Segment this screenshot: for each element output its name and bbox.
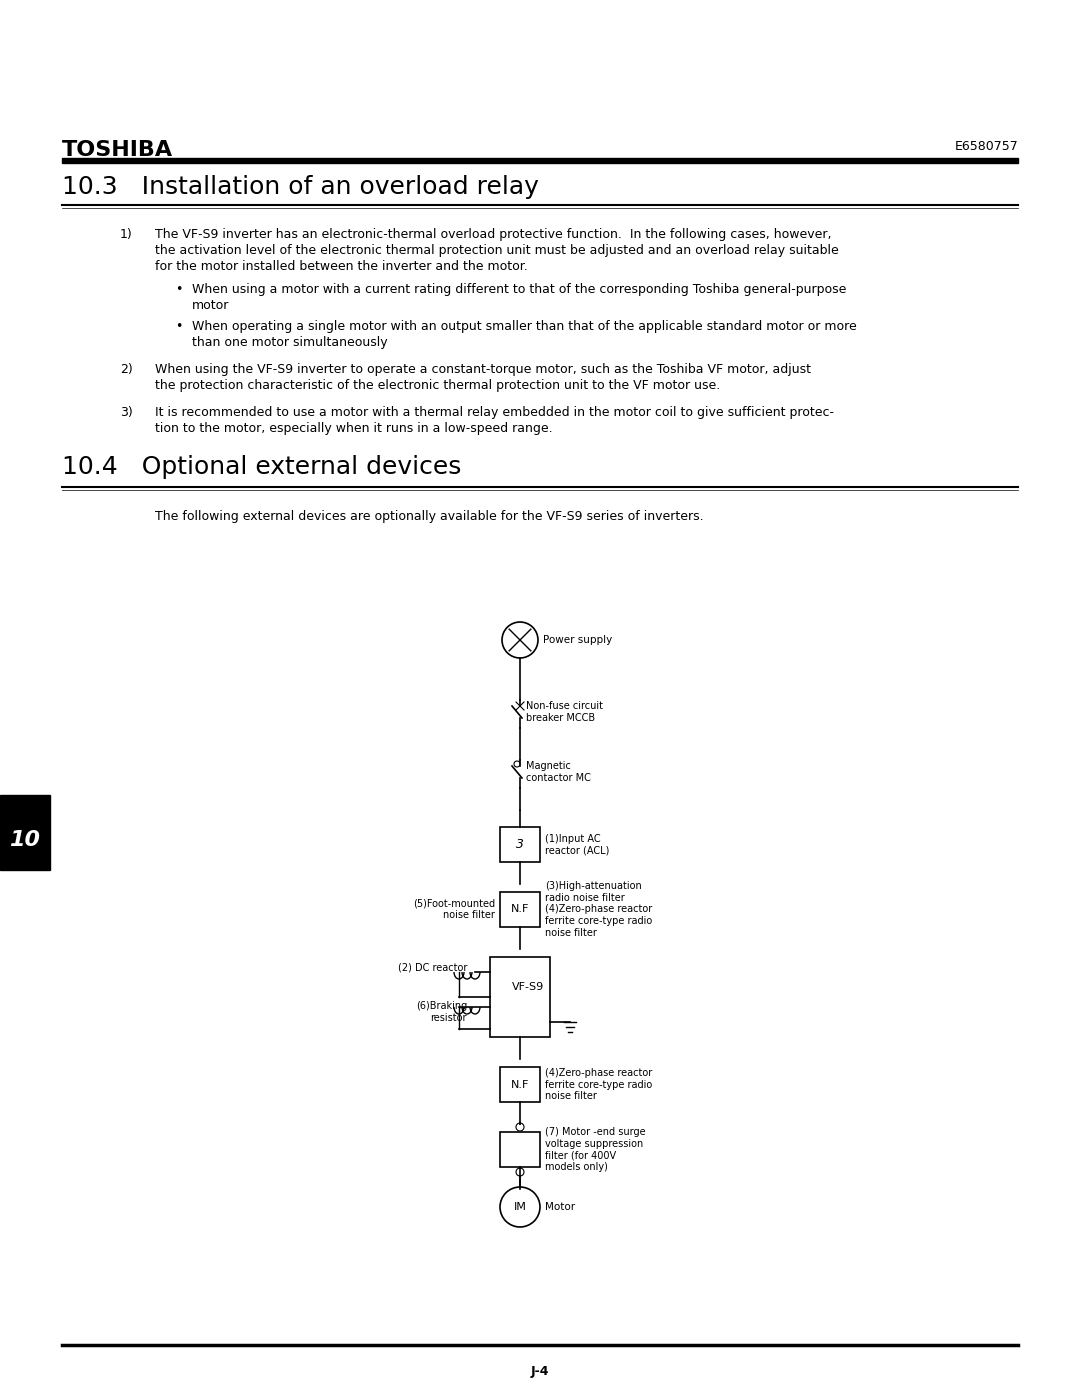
Text: the protection characteristic of the electronic thermal protection unit to the V: the protection characteristic of the ele… bbox=[156, 379, 720, 393]
Text: 3): 3) bbox=[120, 407, 133, 419]
Text: J-4: J-4 bbox=[530, 1365, 550, 1377]
Text: (3)High-attenuation
radio noise filter
(4)Zero-phase reactor
ferrite core-type r: (3)High-attenuation radio noise filter (… bbox=[545, 882, 652, 937]
Text: •: • bbox=[175, 320, 183, 332]
Text: Power supply: Power supply bbox=[543, 636, 612, 645]
Text: 2): 2) bbox=[120, 363, 133, 376]
Text: for the motor installed between the inverter and the motor.: for the motor installed between the inve… bbox=[156, 260, 528, 272]
Text: (5)Foot-mounted
noise filter: (5)Foot-mounted noise filter bbox=[413, 898, 495, 921]
Text: E6580757: E6580757 bbox=[955, 140, 1018, 154]
Bar bbox=[0, 795, 50, 870]
Text: (2) DC reactor: (2) DC reactor bbox=[397, 963, 467, 972]
Text: motor: motor bbox=[192, 299, 229, 312]
Text: (4)Zero-phase reactor
ferrite core-type radio
noise filter: (4)Zero-phase reactor ferrite core-type … bbox=[545, 1067, 652, 1101]
Text: 10: 10 bbox=[10, 830, 41, 849]
Text: VF-S9: VF-S9 bbox=[512, 982, 544, 992]
Text: N.F: N.F bbox=[511, 904, 529, 915]
Text: 10.4   Optional external devices: 10.4 Optional external devices bbox=[62, 455, 461, 479]
Text: (1)Input AC
reactor (ACL): (1)Input AC reactor (ACL) bbox=[545, 834, 609, 855]
Text: (6)Braking
resistor: (6)Braking resistor bbox=[416, 1002, 467, 1023]
Text: The following external devices are optionally available for the VF-S9 series of : The following external devices are optio… bbox=[156, 510, 704, 522]
Bar bbox=[62, 158, 1018, 163]
Text: 3: 3 bbox=[516, 838, 524, 851]
Bar bbox=[490, 957, 550, 1037]
Text: Motor: Motor bbox=[545, 1201, 576, 1213]
Bar bbox=[500, 893, 540, 928]
Text: It is recommended to use a motor with a thermal relay embedded in the motor coil: It is recommended to use a motor with a … bbox=[156, 407, 834, 419]
Text: the activation level of the electronic thermal protection unit must be adjusted : the activation level of the electronic t… bbox=[156, 244, 839, 257]
Text: TOSHIBA: TOSHIBA bbox=[62, 140, 173, 161]
Bar bbox=[500, 1132, 540, 1166]
Text: N.F: N.F bbox=[511, 1080, 529, 1090]
Text: When operating a single motor with an output smaller than that of the applicable: When operating a single motor with an ou… bbox=[192, 320, 856, 332]
Text: 1): 1) bbox=[120, 228, 133, 242]
Text: •: • bbox=[175, 284, 183, 296]
Text: Magnetic
contactor MC: Magnetic contactor MC bbox=[526, 761, 591, 782]
Text: than one motor simultaneously: than one motor simultaneously bbox=[192, 337, 388, 349]
Text: tion to the motor, especially when it runs in a low-speed range.: tion to the motor, especially when it ru… bbox=[156, 422, 553, 434]
Text: The VF-S9 inverter has an electronic-thermal overload protective function.  In t: The VF-S9 inverter has an electronic-the… bbox=[156, 228, 832, 242]
Bar bbox=[500, 1067, 540, 1102]
Text: (7) Motor -end surge
voltage suppression
filter (for 400V
models only): (7) Motor -end surge voltage suppression… bbox=[545, 1127, 646, 1172]
Bar bbox=[500, 827, 540, 862]
Text: IM: IM bbox=[514, 1201, 526, 1213]
Text: Non-fuse circuit
breaker MCCB: Non-fuse circuit breaker MCCB bbox=[526, 701, 603, 722]
Text: 10.3   Installation of an overload relay: 10.3 Installation of an overload relay bbox=[62, 175, 539, 198]
Text: When using a motor with a current rating different to that of the corresponding : When using a motor with a current rating… bbox=[192, 284, 847, 296]
Text: When using the VF-S9 inverter to operate a constant-torque motor, such as the To: When using the VF-S9 inverter to operate… bbox=[156, 363, 811, 376]
